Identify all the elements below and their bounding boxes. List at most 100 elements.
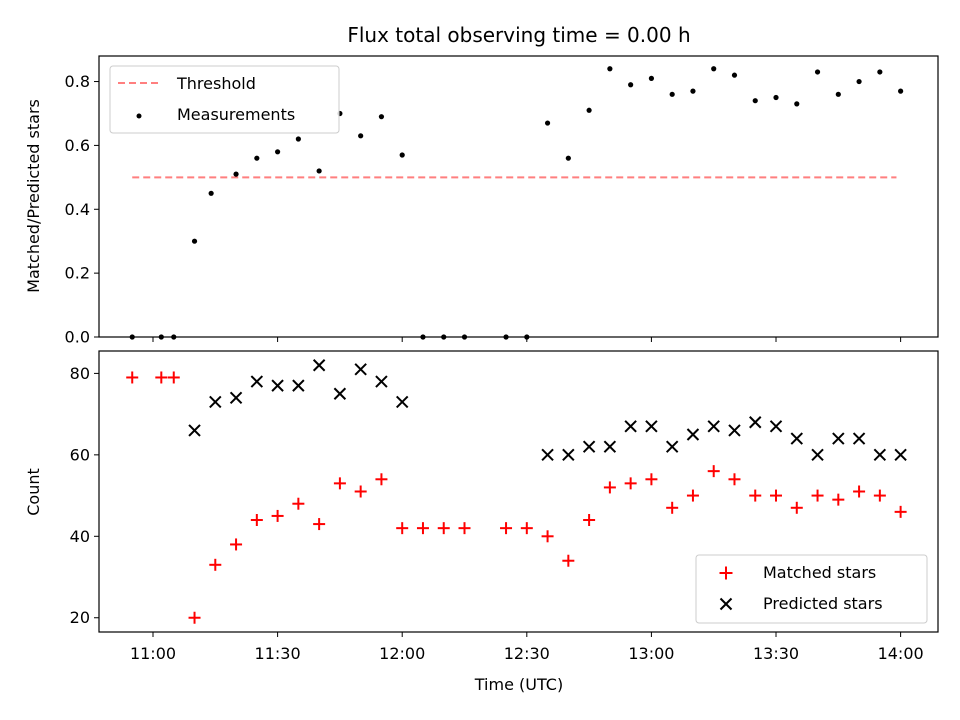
- predicted-star-point: [333, 387, 347, 400]
- count-y-tick-label: 60: [70, 445, 90, 464]
- legend-measurements-label: Measurements: [177, 105, 295, 124]
- ratio-y-tick-label: 0.2: [65, 264, 90, 283]
- measurement-point: [752, 98, 758, 104]
- measurement-point: [794, 101, 800, 107]
- ratio-y-tick-label: 0.6: [65, 136, 90, 155]
- measurement-point: [731, 72, 738, 78]
- count-x-tick-label: 12:00: [379, 644, 425, 663]
- matched-star-point: [645, 473, 658, 486]
- measurement-point: [648, 75, 655, 81]
- measurement-point: [358, 133, 364, 139]
- ratio-plot: 0.0 0.2 0.4 0.6 0.8: [65, 55, 939, 347]
- matched-star-point: [603, 481, 616, 494]
- measurement-point: [773, 94, 779, 101]
- measurement-point: [814, 69, 821, 75]
- ratio-y-tick-label: 0.8: [65, 72, 90, 91]
- count-y-tick-label: 40: [70, 527, 90, 546]
- matched-star-point: [770, 489, 783, 502]
- predicted-star-point: [188, 424, 201, 437]
- matched-star-point: [167, 371, 180, 384]
- measurement-point: [586, 107, 592, 113]
- matched-star-point: [230, 538, 243, 551]
- matched-star-point: [707, 465, 720, 478]
- legend-predicted-swatch: [719, 597, 733, 611]
- predicted-star-point: [728, 424, 741, 437]
- measurement-point: [503, 334, 509, 340]
- measurement-point: [898, 88, 904, 94]
- predicted-star-point: [749, 416, 762, 429]
- matched-star-point: [666, 501, 679, 514]
- matched-star-point: [873, 489, 886, 502]
- predicted-star-point: [582, 440, 596, 453]
- measurement-point: [129, 334, 135, 340]
- predicted-star-point: [665, 440, 679, 453]
- measurement-point: [158, 334, 164, 340]
- measurement-point: [171, 334, 177, 340]
- count-y-tick-label: 80: [70, 364, 90, 383]
- measurement-point: [544, 120, 551, 126]
- measurement-point: [254, 155, 260, 161]
- top-ylabel: Matched/Predicted stars: [24, 99, 43, 293]
- matched-star-point: [126, 371, 139, 384]
- matched-star-point: [416, 522, 429, 535]
- matched-star-point: [437, 522, 450, 535]
- matched-star-point: [209, 558, 222, 571]
- predicted-star-point: [707, 420, 720, 433]
- predicted-star-point: [873, 448, 887, 462]
- predicted-star-point: [312, 359, 326, 372]
- predicted-star-point: [769, 420, 783, 433]
- count-legend-box: [695, 554, 928, 624]
- count-x-tick-label: 13:30: [753, 644, 799, 663]
- measurement-point: [607, 66, 613, 72]
- count-x-tick-label: 14:00: [878, 644, 924, 663]
- count-x-ticks: 11:00 11:30 12:00 12:30 13:00 13:30 14:00: [130, 632, 924, 663]
- matched-star-point: [811, 489, 824, 502]
- measurement-point: [295, 136, 301, 142]
- count-x-tick-label: 12:30: [504, 644, 550, 663]
- matched-star-point: [188, 611, 201, 624]
- ratio-y-tick-label: 0.4: [65, 200, 90, 219]
- predicted-star-point: [375, 375, 388, 388]
- measurement-point: [316, 168, 322, 174]
- matched-star-point: [396, 522, 409, 535]
- matched-star-point: [354, 485, 367, 498]
- legend-predicted-label: Predicted stars: [763, 594, 883, 613]
- measurement-point: [461, 334, 468, 340]
- ratio-legend-box: [109, 65, 340, 134]
- measurement-point: [835, 91, 841, 97]
- predicted-star-point: [894, 448, 907, 462]
- predicted-star-point: [562, 448, 575, 462]
- ratio-plot-frame: [98, 55, 939, 338]
- measurement-point: [441, 334, 447, 340]
- predicted-star-point: [292, 379, 305, 392]
- matched-star-point: [583, 514, 596, 527]
- predicted-star-point: [624, 420, 637, 433]
- predicted-star-point: [686, 428, 700, 441]
- matched-star-point: [832, 493, 845, 506]
- measurement-point: [690, 88, 696, 94]
- measurement-point: [524, 334, 530, 340]
- measurement-point: [711, 66, 717, 72]
- predicted-star-point: [209, 395, 222, 409]
- legend-threshold-label: Threshold: [176, 74, 256, 93]
- predicted-star-point: [229, 391, 243, 405]
- measurement-point: [399, 152, 405, 158]
- matched-star-point: [375, 473, 388, 486]
- count-y-tick-label: 20: [70, 608, 90, 627]
- measurement-point: [420, 334, 426, 340]
- matched-star-point: [271, 509, 284, 522]
- matched-star-point: [686, 489, 699, 502]
- predicted-star-point: [541, 448, 554, 462]
- predicted-star-point: [832, 432, 845, 445]
- matched-star-point: [562, 554, 575, 567]
- matched-star-point: [541, 530, 554, 543]
- predicted-star-point: [354, 363, 367, 376]
- count-x-tick-label: 13:00: [628, 644, 674, 663]
- measurement-point: [378, 114, 385, 120]
- matched-star-point: [333, 477, 346, 490]
- matched-star-point: [790, 501, 803, 514]
- matched-star-point: [313, 518, 326, 531]
- ratio-legend: Threshold Measurements: [109, 65, 340, 134]
- count-plot-frame: [98, 350, 939, 633]
